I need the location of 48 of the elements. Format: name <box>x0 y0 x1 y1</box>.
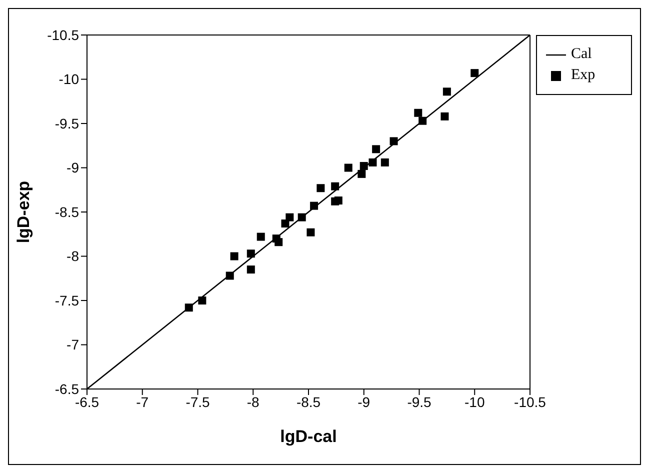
y-tick-label: -7.5 <box>54 292 80 308</box>
point <box>372 145 380 154</box>
y-tick-label: -6.5 <box>54 380 80 397</box>
x-tick-label: -10.5 <box>514 394 546 410</box>
y-tick-label: -10.5 <box>47 26 80 43</box>
y-axis-title: lgD-exp <box>14 180 34 244</box>
point <box>298 213 306 222</box>
point <box>380 158 389 166</box>
x-tick-label: -7.5 <box>186 394 210 410</box>
legend-label: Exp <box>571 67 596 84</box>
y-tick-label: -8.5 <box>54 204 80 220</box>
point <box>344 164 352 172</box>
x-axis-title: lgD-cal <box>280 427 337 446</box>
point <box>418 116 427 125</box>
y-tick-label: -8 <box>66 248 80 264</box>
point <box>286 213 294 222</box>
legend-label: Cal <box>571 46 592 63</box>
point <box>246 250 255 258</box>
x-tick-label: -10 <box>464 394 485 410</box>
point <box>390 137 398 146</box>
point <box>331 182 340 190</box>
x-tick-label: -9 <box>358 394 370 410</box>
point <box>230 252 238 260</box>
point <box>316 184 325 192</box>
point <box>414 108 422 117</box>
y-tick-label: -7 <box>66 336 80 353</box>
point <box>440 112 449 120</box>
point <box>368 158 377 166</box>
point <box>184 304 193 312</box>
point <box>442 88 451 96</box>
y-tick-label: -10 <box>58 71 80 88</box>
point <box>360 162 368 170</box>
point <box>246 266 255 274</box>
point <box>198 296 206 304</box>
point <box>358 170 366 178</box>
point <box>334 196 342 204</box>
point <box>226 272 234 280</box>
x-tick-label: -7 <box>136 394 149 410</box>
point <box>256 232 265 241</box>
point <box>306 228 315 236</box>
y-tick-label: -9.5 <box>54 115 80 132</box>
x-tick-label: -9.5 <box>407 394 432 410</box>
point <box>470 69 479 78</box>
x-tick-label: -8 <box>246 394 260 410</box>
point <box>274 238 283 246</box>
y-tick-label: -9 <box>66 160 80 176</box>
x-tick-label: -8.5 <box>296 394 321 410</box>
point <box>310 202 318 210</box>
